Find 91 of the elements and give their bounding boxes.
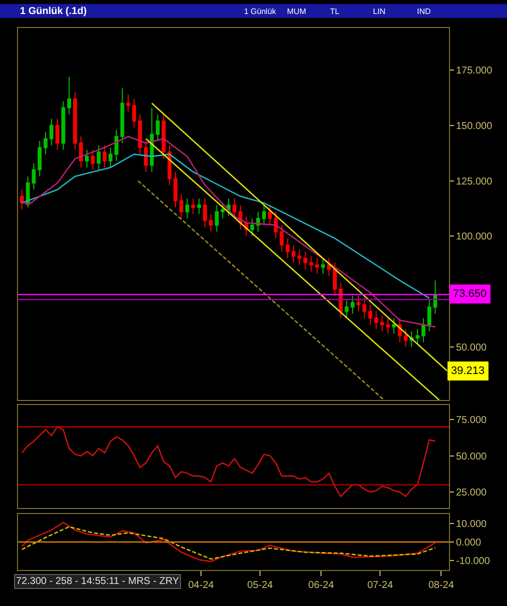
candlestick xyxy=(162,114,166,160)
candlestick xyxy=(380,315,384,332)
candlestick xyxy=(368,304,372,326)
line-series xyxy=(21,136,436,328)
x-tick-label: 08-24 xyxy=(428,580,454,591)
candlestick xyxy=(203,198,207,228)
line-series xyxy=(21,154,430,299)
candlestick xyxy=(132,98,136,128)
candlestick xyxy=(327,258,331,276)
x-tick-label: 06-24 xyxy=(308,580,334,591)
annotation: 39.213 xyxy=(451,365,485,377)
y-tick-label: 10.000 xyxy=(456,518,488,530)
line-series xyxy=(21,426,436,498)
y-tick-label: 125.000 xyxy=(456,176,493,188)
candlestick xyxy=(226,198,231,217)
candlestick xyxy=(55,118,60,150)
candlestick xyxy=(214,204,219,232)
candlestick xyxy=(79,136,83,168)
candlestick xyxy=(374,310,378,330)
ref-line-label: 73.650 xyxy=(453,288,487,300)
candlestick xyxy=(332,262,337,296)
candlestick xyxy=(404,328,408,348)
candlestick xyxy=(416,328,420,346)
candlestick xyxy=(96,144,101,170)
y-tick-label: 0.000 xyxy=(456,538,482,548)
candlestick xyxy=(73,92,78,150)
candlestick xyxy=(220,202,225,219)
candlestick xyxy=(350,295,355,314)
candlestick xyxy=(144,140,148,172)
candlestick xyxy=(274,211,278,239)
candlestick xyxy=(67,76,72,115)
candlestick xyxy=(427,300,432,332)
candlestick xyxy=(156,114,160,142)
candlestick xyxy=(268,204,272,226)
chart-title: 1 Günlük (.1d) xyxy=(20,6,87,17)
candlestick xyxy=(90,149,95,170)
candlestick xyxy=(32,162,36,190)
candlestick xyxy=(108,147,112,168)
candlestick xyxy=(303,251,308,270)
candlestick xyxy=(38,140,42,177)
candlestick xyxy=(309,256,314,272)
candlestick xyxy=(321,258,325,274)
candlestick xyxy=(26,176,30,208)
candlestick xyxy=(185,198,190,219)
text: LIN xyxy=(373,7,386,16)
candlestick xyxy=(61,100,66,150)
candlestick xyxy=(120,87,124,144)
text: MUM xyxy=(287,7,306,16)
text: 1 Günlük xyxy=(244,7,278,16)
y-tick-label: 175.000 xyxy=(456,66,493,77)
candlestick xyxy=(250,218,254,237)
candlestick xyxy=(356,295,360,312)
candlestick xyxy=(433,280,438,314)
x-tick-label: 07-24 xyxy=(367,580,394,591)
x-tick-label: 05-24 xyxy=(247,580,274,591)
candlestick xyxy=(191,198,196,214)
candlestick xyxy=(114,129,118,162)
candlestick xyxy=(421,318,426,343)
y-tick-label: -10.000 xyxy=(456,556,490,568)
text: IND xyxy=(417,7,431,16)
candlestick xyxy=(297,248,302,266)
candlestick xyxy=(44,132,48,155)
candlestick xyxy=(150,107,154,172)
candlestick xyxy=(174,171,178,208)
candlestick xyxy=(20,189,24,210)
y-tick-label: 25.000 xyxy=(456,488,488,499)
y-tick-label: 50.000 xyxy=(456,342,488,354)
candlestick xyxy=(126,94,130,113)
candlestick xyxy=(362,298,366,319)
y-tick-label: 50.000 xyxy=(456,451,488,462)
y-tick-label: 150.000 xyxy=(456,120,493,132)
candlestick xyxy=(262,204,266,226)
candlestick xyxy=(315,258,320,274)
text: 72.300 - 258 - 14:55:11 - MRS - ZRY xyxy=(16,576,180,587)
candlestick xyxy=(392,318,396,334)
candlestick xyxy=(292,244,296,264)
y-tick-label: 100.000 xyxy=(456,232,493,243)
text: TL xyxy=(330,7,340,16)
candlestick xyxy=(179,194,184,219)
candlestick xyxy=(138,114,142,155)
candlestick xyxy=(102,144,107,168)
candlestick xyxy=(280,224,284,252)
candlestick xyxy=(344,300,349,319)
candlestick xyxy=(50,118,54,146)
candlestick xyxy=(286,238,290,259)
x-tick-label: 04-24 xyxy=(188,580,214,591)
candlestick xyxy=(208,214,213,232)
y-tick-label: 75.000 xyxy=(456,415,488,426)
candlestick xyxy=(84,149,89,168)
candlestick xyxy=(197,198,202,214)
candlestick xyxy=(386,318,390,334)
